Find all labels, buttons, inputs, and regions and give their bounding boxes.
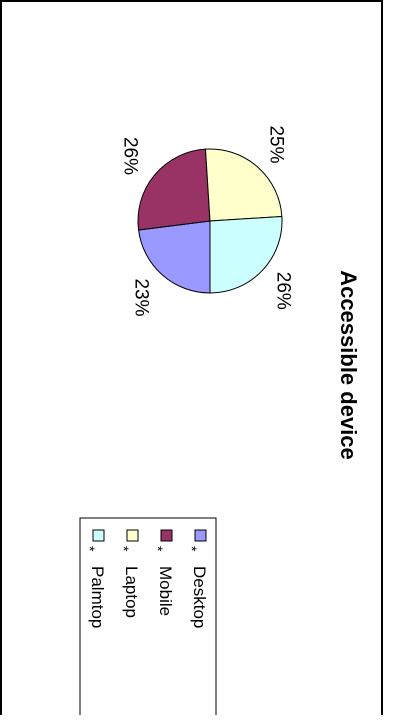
legend-label-laptop: Laptop <box>122 566 141 618</box>
data-label-desktop: 23% <box>131 278 152 316</box>
legend-marker-desktop: * <box>184 546 200 552</box>
legend-marker-laptop: * <box>116 546 132 552</box>
data-label-mobile: 26% <box>119 137 140 175</box>
legend-swatch-desktop <box>194 529 207 542</box>
legend-label-mobile: Mobile <box>156 566 175 616</box>
legend-marker-mobile: * <box>150 546 166 552</box>
legend-swatch-palmtop <box>92 529 105 542</box>
legend: * Desktop * Mobile * Laptop * Palmtop <box>79 517 217 719</box>
legend-label-desktop: Desktop <box>190 566 209 628</box>
pie-slice-mobile <box>137 148 211 231</box>
legend-marker-palmtop: * <box>82 546 98 552</box>
data-label-palmtop: 26% <box>272 272 293 310</box>
pie-slices <box>137 148 283 294</box>
data-label-laptop: 25% <box>266 125 287 163</box>
pie-slice-palmtop <box>209 215 283 294</box>
pie-slice-laptop <box>204 148 283 222</box>
chart-title: Accessible device <box>336 270 361 460</box>
pie-data-labels: 23% 26% 25% 26% <box>119 125 293 316</box>
legend-swatch-mobile <box>160 529 173 542</box>
legend-swatch-laptop <box>126 529 139 542</box>
legend-label-palmtop: Palmtop <box>88 566 107 628</box>
pie-slice-desktop <box>138 220 211 294</box>
